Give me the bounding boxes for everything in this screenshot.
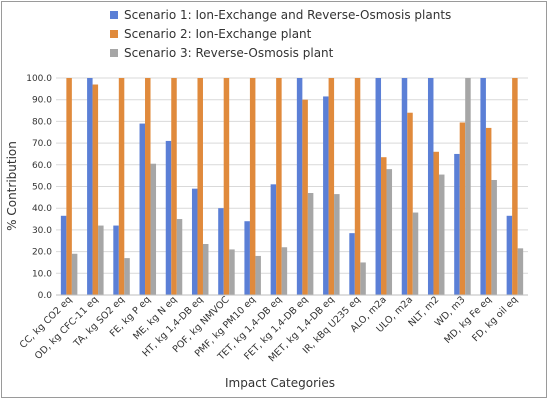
bar	[302, 99, 308, 295]
bar	[323, 96, 329, 295]
bar	[401, 78, 408, 295]
y-tick-label: 30.0	[32, 226, 52, 236]
bar	[485, 127, 492, 295]
bar	[517, 248, 524, 295]
bar	[113, 225, 119, 295]
y-tick-label: 20.0	[32, 248, 52, 258]
y-tick-label: 60.0	[32, 161, 52, 171]
bar	[92, 84, 99, 295]
bar	[176, 219, 183, 295]
bar	[87, 78, 93, 295]
bar	[165, 140, 172, 295]
bar	[412, 212, 419, 295]
y-tick-label: 0.0	[38, 291, 53, 301]
bar	[223, 78, 230, 295]
legend-label: Scenario 1: Ion-Exchange and Reverse-Osm…	[124, 8, 451, 22]
bar	[465, 78, 471, 295]
legend-swatch	[110, 49, 118, 57]
bar	[480, 78, 486, 295]
bar	[197, 78, 203, 295]
bar	[491, 179, 497, 295]
y-tick-label: 90.0	[32, 96, 52, 106]
bar	[281, 247, 288, 295]
bar	[244, 221, 250, 295]
bar	[360, 262, 366, 295]
y-tick-label: 70.0	[32, 139, 52, 149]
bar	[307, 193, 314, 295]
y-tick-label: 100.0	[26, 74, 52, 84]
bar	[438, 174, 445, 295]
legend-label: Scenario 2: Ion-Exchange plant	[124, 27, 312, 41]
y-axis-ticks: 0.0 10.0 20.0 30.0 40.0 50.0 60.0 70.0 80.0 90.0 1…	[26, 74, 52, 301]
y-tick-label: 50.0	[32, 183, 52, 193]
bar	[118, 78, 125, 295]
legend-swatch	[110, 11, 118, 19]
bar	[229, 249, 235, 295]
y-axis-label: % Contribution	[5, 141, 19, 231]
legend-swatch	[110, 30, 118, 38]
bar	[171, 78, 177, 295]
bar	[427, 78, 434, 295]
bar	[191, 188, 198, 295]
y-tick-label: 10.0	[32, 269, 52, 279]
bar	[433, 151, 439, 295]
bar	[381, 157, 387, 295]
x-axis-label: Impact Categories	[225, 376, 335, 390]
bar	[145, 78, 151, 295]
bar	[334, 194, 340, 295]
bar	[506, 215, 513, 295]
bar	[386, 169, 393, 295]
bar	[328, 78, 335, 295]
bar	[354, 78, 361, 295]
bar	[202, 244, 209, 295]
legend: Scenario 1: Ion-Exchange and Reverse-Osm…	[110, 8, 451, 60]
bar	[150, 163, 157, 295]
bar	[512, 78, 518, 295]
bar	[60, 215, 67, 295]
bar	[249, 78, 256, 295]
bars	[60, 78, 524, 295]
bar	[98, 225, 104, 295]
bar	[375, 78, 382, 295]
legend-label: Scenario 3: Reverse-Osmosis plant	[124, 46, 334, 60]
bar	[66, 78, 72, 295]
bar	[296, 78, 303, 295]
bar	[454, 153, 460, 295]
bar	[270, 184, 277, 295]
y-tick-label: 40.0	[32, 204, 52, 214]
bar	[255, 255, 261, 295]
bar	[218, 208, 224, 295]
bar	[407, 112, 413, 295]
bar	[459, 122, 466, 295]
y-tick-label: 80.0	[32, 117, 52, 127]
bar	[349, 233, 355, 295]
bar	[276, 78, 282, 295]
bar	[124, 258, 130, 295]
bar	[139, 123, 146, 295]
bar	[71, 253, 78, 295]
